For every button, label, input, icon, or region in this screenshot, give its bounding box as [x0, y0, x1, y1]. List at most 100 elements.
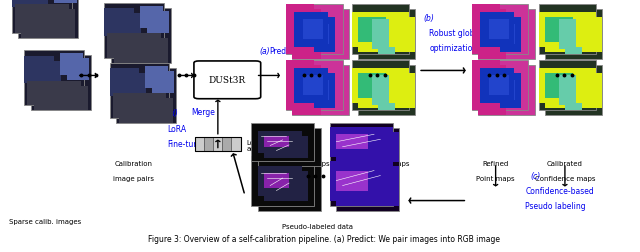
- Bar: [545, 18, 573, 43]
- Text: Point maps: Point maps: [476, 175, 515, 181]
- Bar: [336, 135, 368, 150]
- Bar: [539, 61, 596, 111]
- Bar: [372, 20, 389, 50]
- Bar: [303, 76, 323, 96]
- Bar: [204, 137, 213, 151]
- Bar: [31, 56, 91, 111]
- Bar: [330, 156, 393, 206]
- Bar: [472, 5, 529, 55]
- Bar: [330, 161, 393, 201]
- Text: Robust global: Robust global: [429, 29, 482, 38]
- Bar: [472, 61, 500, 111]
- Bar: [336, 132, 399, 162]
- Bar: [352, 69, 409, 104]
- Bar: [294, 69, 328, 104]
- Bar: [18, 0, 78, 39]
- Bar: [195, 137, 241, 151]
- Bar: [60, 54, 83, 76]
- Bar: [489, 20, 509, 40]
- Bar: [480, 69, 514, 104]
- Bar: [539, 69, 596, 104]
- Bar: [12, 0, 72, 34]
- Bar: [195, 137, 204, 151]
- Text: Confidence-based: Confidence-based: [525, 186, 594, 195]
- Bar: [480, 13, 514, 47]
- Bar: [104, 9, 134, 37]
- Bar: [264, 136, 308, 159]
- Bar: [495, 81, 515, 101]
- Bar: [565, 81, 582, 111]
- Bar: [12, 0, 42, 8]
- Bar: [54, 0, 77, 4]
- Bar: [67, 59, 90, 81]
- Bar: [495, 25, 515, 45]
- Bar: [270, 142, 295, 153]
- Bar: [252, 156, 314, 206]
- Bar: [264, 171, 308, 201]
- Bar: [336, 129, 399, 166]
- Bar: [336, 166, 399, 206]
- Text: LoRA: LoRA: [247, 139, 264, 145]
- Bar: [551, 79, 579, 104]
- Bar: [342, 176, 374, 196]
- Bar: [222, 137, 232, 151]
- Bar: [15, 5, 68, 34]
- Bar: [478, 10, 534, 60]
- Bar: [28, 81, 81, 106]
- Text: Predict: Predict: [269, 47, 296, 56]
- Bar: [24, 57, 54, 84]
- FancyBboxPatch shape: [194, 62, 260, 99]
- Bar: [109, 64, 170, 118]
- Bar: [489, 76, 509, 96]
- Bar: [18, 0, 48, 13]
- Bar: [286, 5, 342, 55]
- Bar: [257, 166, 301, 196]
- Bar: [21, 10, 75, 39]
- Bar: [286, 61, 342, 111]
- Bar: [119, 99, 173, 123]
- Bar: [114, 39, 168, 64]
- Bar: [145, 67, 168, 88]
- Text: adapter: adapter: [247, 145, 274, 151]
- Text: Fine-tuning: Fine-tuning: [168, 139, 211, 148]
- Bar: [257, 161, 321, 211]
- Text: (c): (c): [531, 171, 541, 180]
- Text: (a): (a): [259, 47, 270, 56]
- Bar: [545, 10, 602, 60]
- Bar: [108, 34, 161, 59]
- Bar: [292, 10, 349, 60]
- Bar: [336, 161, 399, 211]
- Bar: [111, 14, 141, 42]
- Text: optimization: optimization: [429, 44, 477, 53]
- Text: LoRA: LoRA: [168, 124, 187, 133]
- Bar: [539, 5, 596, 55]
- Bar: [252, 123, 314, 161]
- Bar: [472, 61, 529, 111]
- Bar: [213, 137, 222, 151]
- Bar: [545, 74, 602, 109]
- Bar: [34, 86, 88, 111]
- Bar: [109, 69, 140, 97]
- Bar: [286, 5, 314, 55]
- Bar: [486, 18, 520, 52]
- Bar: [116, 74, 146, 102]
- Bar: [286, 61, 314, 111]
- Bar: [152, 71, 175, 93]
- Bar: [292, 66, 349, 116]
- Bar: [104, 4, 164, 59]
- Text: Point maps: Point maps: [291, 160, 329, 166]
- Bar: [292, 10, 321, 60]
- Bar: [24, 51, 84, 106]
- Bar: [301, 74, 335, 109]
- Bar: [116, 69, 175, 123]
- Bar: [539, 13, 596, 47]
- Text: Figure 3: Overview of a self-calibration pipeline. (a) Predict: We pair images i: Figure 3: Overview of a self-calibration…: [148, 234, 500, 243]
- Text: (d): (d): [168, 109, 179, 118]
- Bar: [342, 140, 374, 155]
- Bar: [309, 81, 329, 101]
- Text: Confidence maps: Confidence maps: [349, 160, 410, 166]
- Bar: [358, 74, 415, 109]
- Bar: [358, 18, 386, 43]
- Text: Merge: Merge: [191, 108, 214, 117]
- Text: (b): (b): [423, 14, 434, 23]
